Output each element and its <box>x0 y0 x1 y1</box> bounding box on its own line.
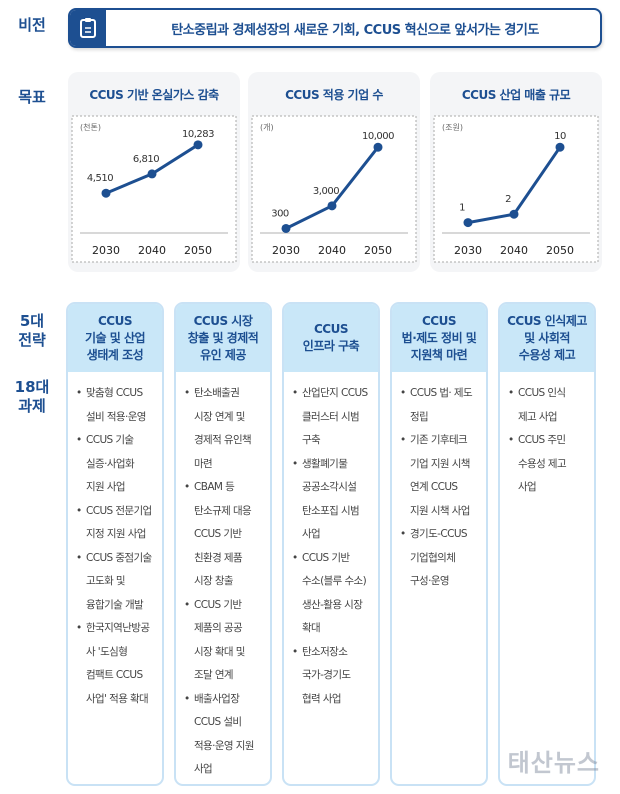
unit-label: (천톤) <box>80 122 101 132</box>
task-item: CCUS 기반 수소(블루 수소) 생산-활용 시장 확대 <box>292 547 376 641</box>
x-tick-label: 2050 <box>184 244 212 257</box>
task-item: 산업단지 CCUS 클러스터 시범 구축 <box>292 382 376 453</box>
data-label: 2 <box>505 194 511 205</box>
x-tick-label: 2030 <box>92 244 120 257</box>
data-point <box>281 223 291 233</box>
goal-chart-card: CCUS 적용 기업 수 (개) 300 2030 3,000 2040 10,000 205… <box>248 72 420 272</box>
task-list: 탄소배출권 시장 연계 및 경제적 유인책 마련CBAM 등 탄소규제 대응 C… <box>176 372 270 782</box>
data-point <box>509 209 519 219</box>
task-list: CCUS 법· 제도 정립기존 기후테크 기업 지원 시책 연계 CCUS 지원… <box>392 372 486 594</box>
data-label: 3,000 <box>313 186 339 197</box>
data-label: 6,810 <box>133 154 159 165</box>
task-item: 생활폐기물 공공소각시설 탄소포집 시범 사업 <box>292 453 376 547</box>
task-list: 산업단지 CCUS 클러스터 시범 구축생활폐기물 공공소각시설 탄소포집 시범… <box>284 372 378 711</box>
unit-label: (개) <box>260 122 274 132</box>
data-point <box>147 169 157 179</box>
strategy-title: CCUS 인식제고 및 사회적 수용성 제고 <box>500 304 594 372</box>
strategy-column: CCUS 시장 창출 및 경제적 유인 제공탄소배출권 시장 연계 및 경제적 … <box>174 302 272 786</box>
chart-title: CCUS 기반 온실가스 감축 <box>89 88 219 102</box>
data-point <box>463 218 473 228</box>
vision-text: 탄소중립과 경제성장의 새로운 기회, CCUS 혁신으로 앞서가는 경기도 <box>171 22 539 38</box>
strategy-title: CCUS 법·제도 정비 및 지원책 마련 <box>392 304 486 372</box>
strategy-column: CCUS 법·제도 정비 및 지원책 마련CCUS 법· 제도 정립기존 기후테… <box>390 302 488 786</box>
task-item: CBAM 등 탄소규제 대응 CCUS 기반 친환경 제품 시장 창출 <box>184 476 268 594</box>
strategy-title: CCUS 인프라 구축 <box>284 304 378 372</box>
vision-banner: 탄소중립과 경제성장의 새로운 기회, CCUS 혁신으로 앞서가는 경기도 <box>68 8 602 48</box>
task-item: CCUS 전문기업 지정 지원 사업 <box>76 500 160 547</box>
task-item: 배출사업장 CCUS 설비 적용·운영 지원 사업 <box>184 688 268 782</box>
strategy-title: CCUS 기술 및 산업 생태계 조성 <box>68 304 162 372</box>
data-point <box>101 188 111 198</box>
task-item: CCUS 기반 제품의 공공 시장 확대 및 조달 연계 <box>184 594 268 688</box>
goal-chart-card: CCUS 산업 매출 규모 (조원) 1 2030 2 2040 10 2050 <box>430 72 602 272</box>
clipboard-icon <box>70 10 106 46</box>
data-label: 1 <box>459 203 465 214</box>
task-item: 경기도-CCUS 기업협의체 구성·운영 <box>400 523 484 594</box>
x-tick-label: 2030 <box>454 244 482 257</box>
chart-frame <box>71 115 237 263</box>
x-tick-label: 2040 <box>500 244 528 257</box>
strategy-title: CCUS 시장 창출 및 경제적 유인 제공 <box>176 304 270 372</box>
task-item: CCUS 중점기술 고도화 및 융합기술 개발 <box>76 547 160 618</box>
data-label: 4,510 <box>87 173 113 184</box>
task-item: 기존 기후테크 기업 지원 시책 연계 CCUS 지원 시책 사업 <box>400 429 484 523</box>
task-item: CCUS 인식 제고 사업 <box>508 382 592 429</box>
x-tick-label: 2050 <box>546 244 574 257</box>
data-label: 300 <box>271 208 289 219</box>
task-item: 맞춤형 CCUS 설비 적용·운영 <box>76 382 160 429</box>
x-tick-label: 2050 <box>364 244 392 257</box>
chart-frame <box>433 115 599 263</box>
unit-label: (조원) <box>442 123 463 132</box>
task-item: CCUS 법· 제도 정립 <box>400 382 484 429</box>
chart-title: CCUS 산업 매출 규모 <box>461 88 571 102</box>
task-item: CCUS 기술 실증·사업화 지원 사업 <box>76 429 160 500</box>
goal-label: 목표 <box>18 88 46 106</box>
goal-chart-card: CCUS 기반 온실가스 감축 (천톤) 4,510 2030 6,810 2040 10,… <box>68 72 240 272</box>
watermark-logo: 태산뉴스 <box>507 749 600 777</box>
task-item: 탄소저장소 국가-경기도 협력 사업 <box>292 641 376 712</box>
chart-frame <box>251 115 417 263</box>
strategy-label: 5대 전략 <box>18 312 46 349</box>
x-tick-label: 2040 <box>318 244 346 257</box>
vision-label: 비전 <box>18 16 46 34</box>
task-item: CCUS 주민 수용성 제고 사업 <box>508 429 592 500</box>
tasks-label: 18대 과제 <box>14 378 50 415</box>
data-point <box>555 142 565 152</box>
strategy-column: CCUS 인식제고 및 사회적 수용성 제고CCUS 인식 제고 사업CCUS … <box>498 302 596 786</box>
data-point <box>373 142 383 152</box>
data-label: 10 <box>554 131 566 142</box>
task-item: 탄소배출권 시장 연계 및 경제적 유인책 마련 <box>184 382 268 476</box>
data-point <box>327 201 337 211</box>
data-label: 10,000 <box>362 131 394 142</box>
x-tick-label: 2040 <box>138 244 166 257</box>
data-point <box>193 140 203 150</box>
strategy-column: CCUS 인프라 구축산업단지 CCUS 클러스터 시범 구축생활폐기물 공공소… <box>282 302 380 786</box>
task-item: 한국지역난방공 사 '도심형 컴팩트 CCUS 사업' 적용 확대 <box>76 617 160 711</box>
chart-title: CCUS 적용 기업 수 <box>285 88 383 102</box>
data-label: 10,283 <box>182 129 214 140</box>
strategy-column: CCUS 기술 및 산업 생태계 조성맞춤형 CCUS 설비 적용·운영CCUS… <box>66 302 164 786</box>
x-tick-label: 2030 <box>272 244 300 257</box>
